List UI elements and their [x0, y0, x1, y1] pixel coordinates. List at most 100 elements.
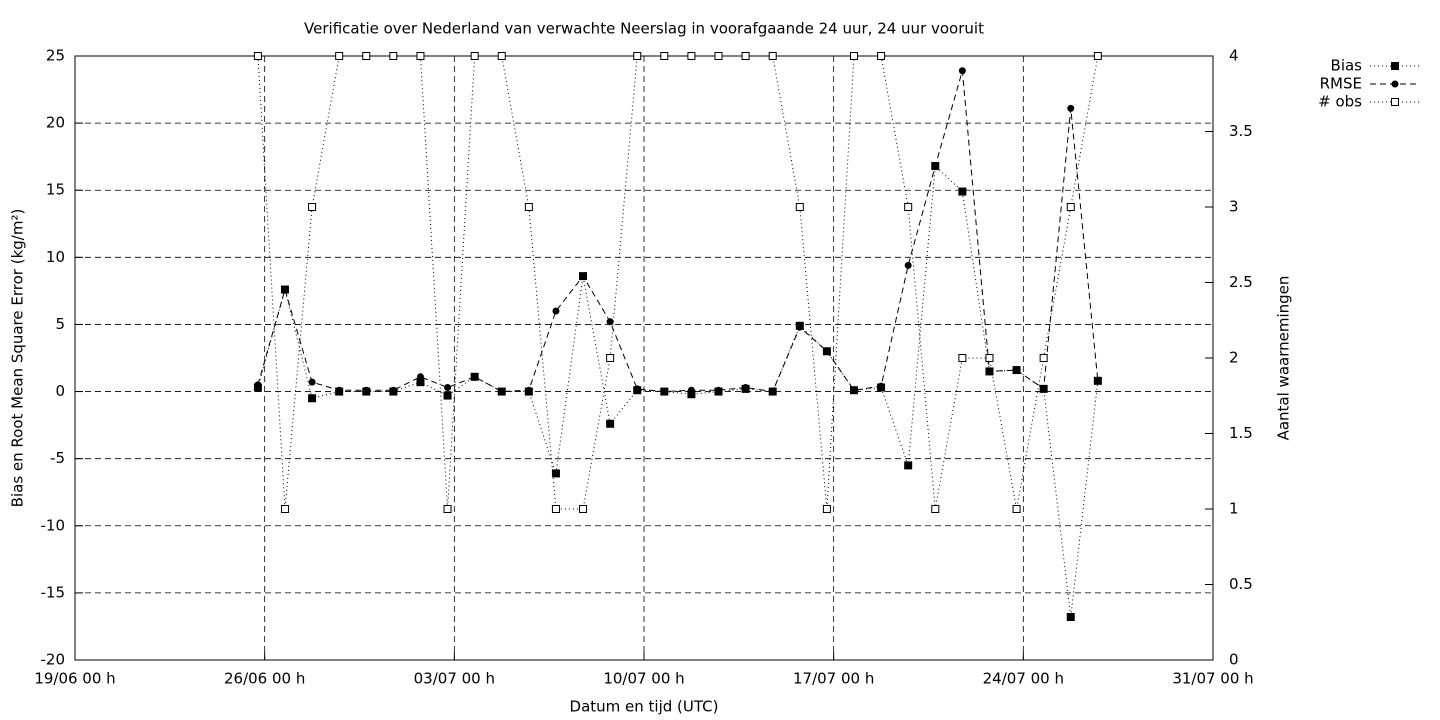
y2-tick-label: 1	[1229, 500, 1239, 518]
data-point	[281, 286, 289, 294]
data-point	[1039, 354, 1048, 362]
x-tick-label: 03/07 00 h	[414, 670, 495, 688]
y-tick-label: 10	[46, 248, 65, 266]
x-tick-label: 10/07 00 h	[603, 670, 684, 688]
data-point	[551, 505, 560, 513]
y2-tick-label: 3	[1229, 198, 1239, 216]
legend-marker	[1391, 62, 1399, 70]
y2-tick-label: 0.5	[1229, 575, 1253, 593]
x-tick-label: 17/07 00 h	[793, 670, 874, 688]
data-point	[877, 382, 885, 390]
data-point	[931, 505, 940, 513]
data-point	[985, 354, 994, 362]
data-point	[1040, 385, 1048, 393]
y-axis-label: Bias en Root Mean Square Error (kg/m²)	[9, 209, 27, 508]
x-tick-label: 24/07 00 h	[983, 670, 1064, 688]
data-point	[389, 386, 397, 394]
data-point	[958, 354, 967, 362]
legend-marker	[1391, 80, 1399, 88]
data-point	[606, 354, 615, 362]
data-point	[444, 384, 452, 392]
data-point	[308, 203, 317, 211]
data-point	[958, 187, 967, 196]
x-axis-label: Datum en tijd (UTC)	[570, 698, 719, 716]
y2-tick-label: 2	[1229, 349, 1239, 367]
legend-marker	[1391, 98, 1399, 106]
x-tick-label: 19/06 00 h	[34, 670, 115, 688]
legend-label: RMSE	[1320, 75, 1362, 93]
data-point	[1066, 203, 1075, 211]
y-tick-label: 15	[46, 181, 65, 199]
data-point	[443, 505, 452, 513]
chart-title: Verificatie over Nederland van verwachte…	[304, 20, 984, 38]
data-point	[253, 52, 262, 60]
y-tick-label: -15	[41, 583, 66, 601]
y2-axis-label: Aantal waarnemingen	[1275, 276, 1293, 441]
y2-tick-label: 3.5	[1229, 122, 1253, 140]
data-point	[958, 67, 966, 75]
data-point	[362, 52, 371, 60]
series-line	[257, 164, 1099, 618]
y-tick-label: -10	[41, 516, 66, 534]
data-point	[254, 381, 262, 389]
data-point	[308, 378, 316, 386]
data-point	[822, 505, 831, 513]
data-point	[1093, 52, 1102, 60]
legend-label: Bias	[1331, 57, 1363, 75]
data-point	[877, 52, 886, 60]
data-point	[551, 469, 560, 478]
data-point	[498, 388, 506, 396]
data-point	[660, 388, 668, 396]
y2-tick-label: 0	[1229, 651, 1239, 669]
data-point	[849, 52, 858, 60]
data-point	[362, 386, 370, 394]
y2-tick-label: 4	[1229, 47, 1239, 65]
data-point	[308, 394, 317, 403]
data-point	[416, 52, 425, 60]
legend-label: # obs	[1318, 93, 1362, 111]
data-point	[1012, 505, 1021, 513]
data-point	[795, 203, 804, 211]
y-tick-label: 5	[55, 315, 65, 333]
data-point	[471, 373, 479, 381]
data-point	[904, 203, 913, 211]
data-point	[606, 419, 615, 428]
y2-tick-label: 1.5	[1229, 424, 1253, 442]
y-tick-label: -5	[50, 449, 65, 467]
data-point	[416, 373, 424, 381]
data-point	[497, 52, 506, 60]
data-point	[633, 385, 641, 393]
data-point	[1066, 613, 1075, 622]
data-point	[660, 52, 669, 60]
data-point	[335, 386, 343, 394]
data-point	[579, 272, 587, 280]
data-point	[1067, 104, 1075, 112]
data-point	[280, 505, 289, 513]
data-point	[687, 52, 696, 60]
data-point	[1013, 366, 1021, 374]
data-point	[714, 52, 723, 60]
y-tick-label: 25	[46, 47, 65, 65]
data-point	[443, 391, 452, 400]
data-point	[715, 386, 723, 394]
x-tick-label: 26/06 00 h	[224, 670, 305, 688]
data-point	[742, 384, 750, 392]
data-point	[552, 307, 560, 315]
data-point	[768, 52, 777, 60]
y-tick-label: 20	[46, 114, 65, 132]
x-tick-label: 31/07 00 h	[1172, 670, 1253, 688]
data-point	[606, 318, 614, 326]
data-point	[687, 386, 695, 394]
data-point	[525, 386, 533, 394]
data-point	[633, 52, 642, 60]
data-point	[741, 52, 750, 60]
data-point	[931, 162, 939, 170]
data-point	[904, 461, 913, 470]
data-point	[579, 505, 588, 513]
series-line	[257, 70, 1099, 393]
data-point	[470, 52, 479, 60]
data-point	[769, 388, 777, 396]
series-line	[257, 55, 1099, 510]
